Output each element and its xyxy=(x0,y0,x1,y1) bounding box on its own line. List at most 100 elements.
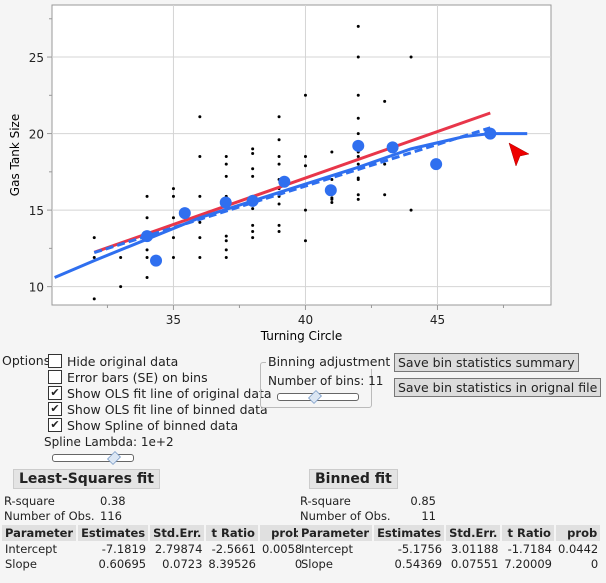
data-point xyxy=(251,207,255,211)
table-cell: -2.5661 xyxy=(211,541,256,556)
data-point xyxy=(198,236,202,240)
checkbox-label: Error bars (SE) on bins xyxy=(67,369,208,385)
table-cell: 0.60695 xyxy=(98,556,147,571)
bin-point xyxy=(324,184,337,197)
data-point xyxy=(92,256,96,260)
data-point xyxy=(383,193,387,197)
bin-point xyxy=(484,127,497,140)
data-point xyxy=(409,208,413,212)
data-point xyxy=(145,275,149,279)
data-point xyxy=(171,187,175,191)
checkbox-show-spline-of-binned-data[interactable]: ✔ Show Spline of binned data xyxy=(48,417,238,433)
options-label: Options xyxy=(2,353,51,368)
nobs-label: Number of Obs. xyxy=(4,509,95,523)
data-point xyxy=(224,234,228,238)
column-header: t Ratio xyxy=(501,525,556,541)
checkbox-box[interactable]: ✔ xyxy=(48,418,62,432)
spline-lambda-label: Spline Lambda: 1e+2 xyxy=(44,435,174,449)
column-header: Parameter xyxy=(2,525,79,541)
data-point xyxy=(251,151,255,155)
binned-fit-title[interactable]: Binned fit xyxy=(309,469,398,489)
bins-label: Number of bins: 11 xyxy=(268,374,384,388)
bin-point xyxy=(141,230,154,243)
checkbox-label: Show OLS fit line of binned data xyxy=(67,401,268,417)
data-point xyxy=(277,202,281,206)
bin-point xyxy=(430,158,443,171)
checkbox-label: Hide original data xyxy=(67,353,179,369)
data-point xyxy=(277,230,281,234)
checkbox-show-ols-fit-line-of-binned-data[interactable]: ✔ Show OLS fit line of binned data xyxy=(48,401,268,417)
column-header: Estimates xyxy=(77,525,151,541)
binning-title: Binning adjustment xyxy=(266,354,393,369)
checkbox-box[interactable] xyxy=(48,354,62,368)
table-row: Slope 0.54369 0.07551 7.20009 0 xyxy=(298,556,601,571)
table-cell: -1.7184 xyxy=(507,541,552,556)
data-point xyxy=(171,194,175,198)
data-point xyxy=(119,256,123,260)
data-point xyxy=(224,256,228,260)
column-header: Std.Err. xyxy=(445,525,503,541)
y-axis-label: Gas Tank Size xyxy=(8,114,22,196)
data-point xyxy=(251,236,255,240)
plot-area xyxy=(51,4,552,306)
y-tick-label: 15 xyxy=(29,204,44,218)
column-header: prob xyxy=(258,525,307,541)
rsquare-value: 0.38 xyxy=(100,494,126,508)
table-cell: Intercept xyxy=(301,541,353,556)
checkbox-show-ols-fit-line-of-original-data[interactable]: ✔ Show OLS fit line of original data xyxy=(48,385,272,401)
table-cell: 2.79874 xyxy=(154,541,203,556)
save-bin-summary-button[interactable]: Save bin statistics summary xyxy=(394,353,579,372)
checkbox-box[interactable] xyxy=(48,370,62,384)
data-point xyxy=(303,164,307,168)
y-tick-label: 25 xyxy=(29,51,44,65)
data-point xyxy=(277,115,281,119)
table-cell: 0.0723 xyxy=(162,556,203,571)
table-cell: 0.54369 xyxy=(394,556,443,571)
table-cell: 0 xyxy=(294,556,303,571)
data-point xyxy=(251,147,255,151)
data-point xyxy=(224,155,228,159)
data-point xyxy=(303,155,307,159)
table-cell: 3.01188 xyxy=(450,541,499,556)
column-header: t Ratio xyxy=(205,525,260,541)
data-point xyxy=(198,194,202,198)
data-point xyxy=(198,155,202,159)
table-cell: 0.07551 xyxy=(450,556,499,571)
checkbox-error-bars-se-on-bins[interactable]: Error bars (SE) on bins xyxy=(48,369,208,385)
slider-thumb[interactable] xyxy=(107,451,121,465)
table-header: Parameter Estimates Std.Err. t Ratio prob xyxy=(2,525,307,541)
bin-point xyxy=(278,175,291,188)
checkbox-box[interactable]: ✔ xyxy=(48,402,62,416)
data-point xyxy=(330,200,334,204)
rsquare-label: R-square xyxy=(4,494,55,508)
column-header: Estimates xyxy=(373,525,447,541)
data-point xyxy=(330,177,334,181)
bin-point xyxy=(386,141,399,154)
checkbox-box[interactable]: ✔ xyxy=(48,386,62,400)
bins-slider[interactable] xyxy=(277,390,359,404)
data-point xyxy=(251,223,255,227)
rsquare-label: R-square xyxy=(300,494,351,508)
data-point xyxy=(303,208,307,212)
data-point xyxy=(277,138,281,142)
data-point xyxy=(145,248,149,252)
data-point xyxy=(356,193,360,197)
data-point xyxy=(330,150,334,154)
ls-fit-title[interactable]: Least-Squares fit xyxy=(13,469,160,489)
data-point xyxy=(356,24,360,28)
data-point xyxy=(145,216,149,220)
table-cell: Intercept xyxy=(5,541,57,556)
data-point xyxy=(330,197,334,201)
data-point xyxy=(251,230,255,234)
nobs-label: Number of Obs. xyxy=(300,509,391,523)
x-tick-label: 45 xyxy=(430,313,445,327)
ls-fit-table: Parameter Estimates Std.Err. t Ratio prob Int… xyxy=(2,525,307,571)
data-point xyxy=(198,220,202,224)
x-tick-label: 35 xyxy=(166,313,181,327)
checkbox-hide-original-data[interactable]: Hide original data xyxy=(48,353,178,369)
save-bin-original-button[interactable]: Save bin statistics in orignal file xyxy=(394,378,602,397)
spline-lambda-slider[interactable] xyxy=(52,451,134,465)
nobs-value: 116 xyxy=(100,509,122,523)
data-point xyxy=(356,162,360,166)
data-point xyxy=(92,236,96,240)
